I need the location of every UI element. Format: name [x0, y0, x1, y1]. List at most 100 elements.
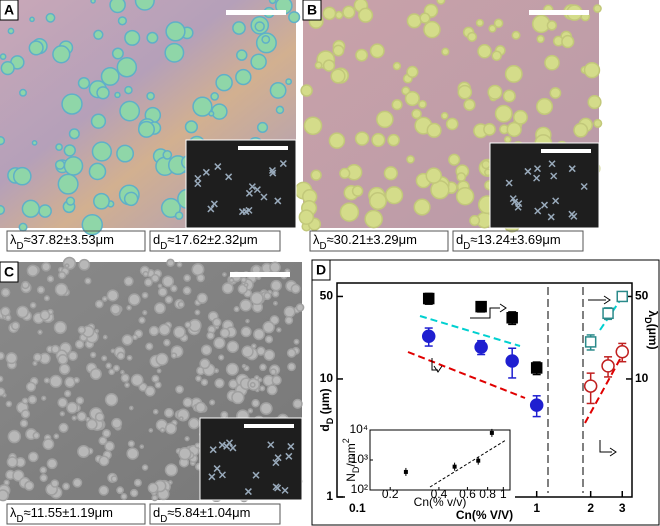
- droplet: [68, 128, 80, 140]
- droplet: [39, 466, 47, 474]
- droplet: [593, 4, 602, 13]
- droplet: [128, 293, 141, 306]
- scale-bar: [226, 10, 286, 15]
- inset-cross: [218, 441, 226, 449]
- inset-cross: [552, 197, 560, 205]
- inset-cross: [202, 168, 210, 176]
- droplet: [371, 132, 386, 148]
- droplet: [19, 419, 29, 428]
- marker: [505, 354, 519, 368]
- droplet: [546, 20, 558, 31]
- droplet: [456, 172, 467, 182]
- inset-cross: [218, 471, 226, 479]
- droplet: [12, 166, 32, 186]
- droplet: [90, 351, 97, 359]
- droplet: [94, 299, 104, 309]
- droplet: [18, 222, 28, 232]
- inset-cross: [214, 163, 222, 171]
- droplet: [502, 89, 516, 103]
- inset-marker: [452, 464, 457, 469]
- inset-y-tick-label: 10²: [351, 482, 368, 496]
- inset-cross: [253, 186, 261, 194]
- droplet: [7, 27, 15, 35]
- droplet: [334, 10, 344, 20]
- inset-cross: [210, 200, 218, 208]
- droplet: [98, 485, 109, 496]
- droplet: [354, 131, 370, 146]
- droplet: [487, 84, 503, 100]
- droplet: [271, 375, 282, 386]
- inset-cross: [272, 483, 280, 491]
- inset-cross: [245, 189, 253, 197]
- inset-image: [185, 139, 297, 229]
- droplet: [102, 428, 111, 438]
- droplet: [339, 202, 360, 222]
- droplet: [31, 139, 38, 146]
- droplet: [32, 360, 38, 366]
- caption-d-part: D: [463, 241, 470, 252]
- inset-cross: [540, 201, 549, 209]
- droplet: [146, 31, 159, 44]
- droplet: [339, 167, 351, 179]
- inset-x-tick-label: 1: [500, 487, 507, 501]
- droplet: [124, 85, 133, 95]
- droplet: [39, 309, 51, 321]
- droplet: [213, 336, 226, 350]
- droplet: [41, 261, 51, 272]
- droplet: [264, 335, 274, 344]
- arrow-head: [609, 447, 617, 457]
- droplet: [391, 99, 403, 111]
- droplet: [101, 296, 108, 302]
- droplet: [46, 275, 55, 283]
- droplet: [259, 402, 273, 415]
- marker: [529, 398, 544, 412]
- droplet: [240, 276, 247, 284]
- droplet: [12, 469, 25, 482]
- inset-cross: [245, 206, 253, 214]
- caption-lambda-part: λ: [313, 232, 320, 247]
- droplet: [142, 310, 148, 316]
- droplet: [376, 110, 394, 129]
- droplet: [250, 53, 267, 70]
- droplet: [196, 273, 206, 283]
- inset-cross: [281, 486, 289, 494]
- droplet: [45, 12, 56, 23]
- droplet: [133, 478, 142, 487]
- inset-cross: [580, 182, 588, 191]
- inset-cross: [550, 172, 558, 180]
- inset-cross: [209, 446, 217, 454]
- droplet: [142, 270, 149, 278]
- panel-label: B: [307, 2, 317, 18]
- droplet: [7, 429, 22, 444]
- droplet: [504, 135, 512, 144]
- droplet: [109, 0, 126, 14]
- inset-marker: [403, 469, 408, 474]
- droplet: [164, 422, 177, 435]
- inset-cross: [208, 473, 216, 481]
- panel-label-box: [0, 0, 19, 21]
- droplet: [247, 408, 254, 414]
- caption-lambda-part: ≈11.55±1.19μm: [24, 505, 113, 520]
- droplet: [50, 479, 60, 488]
- droplet: [41, 395, 47, 401]
- droplet: [126, 305, 132, 311]
- droplet: [300, 84, 313, 97]
- caption-lambda: λD≈37.82±3.53μm: [10, 232, 114, 252]
- droplet: [5, 400, 13, 408]
- marker: [615, 345, 630, 359]
- droplet: [209, 399, 216, 406]
- droplet: [77, 76, 91, 90]
- droplet: [369, 43, 385, 59]
- y2-tick-label: 50: [635, 289, 649, 303]
- droplet: [404, 90, 420, 107]
- caption-d-part: ≈17.62±2.32μm: [167, 232, 257, 247]
- droplet: [259, 363, 267, 372]
- droplet: [27, 395, 38, 405]
- droplet: [513, 109, 528, 125]
- inset-cross: [252, 471, 260, 479]
- droplet: [383, 166, 398, 181]
- droplet: [124, 382, 130, 388]
- droplet: [219, 327, 231, 339]
- droplet: [467, 31, 478, 42]
- droplet: [94, 328, 99, 334]
